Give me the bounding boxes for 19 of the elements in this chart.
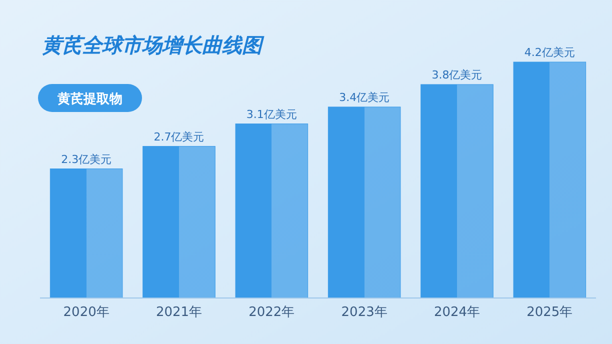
bar	[513, 62, 586, 298]
chart-title: 黄芪全球市场增长曲线图	[42, 33, 265, 57]
bar	[328, 106, 401, 298]
bar	[50, 168, 123, 298]
bar	[142, 146, 216, 298]
bar	[420, 84, 494, 298]
data-label: 4.2亿美元	[524, 46, 575, 59]
x-tick-label: 2022年	[248, 305, 295, 320]
data-label: 3.1亿美元	[246, 108, 297, 121]
x-tick-label: 2020年	[63, 305, 110, 320]
data-label: 2.3亿美元	[61, 152, 112, 166]
data-label: 3.8亿美元	[432, 68, 482, 82]
x-tick-label: 2024年	[434, 305, 480, 320]
x-tick-label: 2025年	[526, 305, 573, 320]
x-tick-label: 2021年	[156, 305, 202, 320]
x-tick-label: 2023年	[341, 305, 388, 320]
data-label: 2.7亿美元	[154, 130, 204, 144]
data-label: 3.4亿美元	[339, 90, 390, 104]
bar	[235, 124, 308, 298]
